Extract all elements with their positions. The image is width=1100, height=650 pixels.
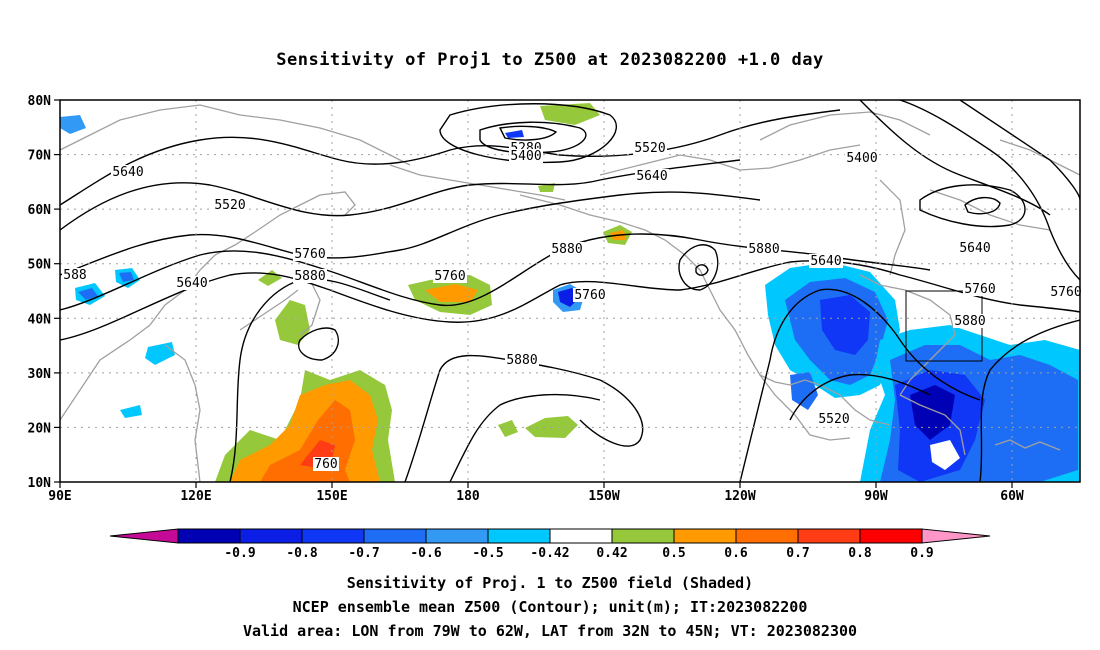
colorbar-swatch [673,528,737,544]
contour-label: 5760 [1050,285,1081,300]
colorbar-end-high [921,528,991,544]
contour-label: 5760 [964,282,995,297]
colorbar-swatch [549,528,613,544]
colorbar-label: -0.42 [530,546,569,560]
contour-label-bg [313,457,339,471]
contour-label-bg [633,141,667,155]
contour-label: 5400 [510,149,541,164]
contour-label: 5760 [434,269,465,284]
contour-label-bg [809,254,843,268]
colorbar-swatch [611,528,675,544]
colorbar-label: -0.6 [410,546,441,560]
caption-line-2: NCEP ensemble mean Z500 (Contour); unit(… [292,598,808,616]
contour-label-bg [62,268,88,282]
shaded-field [60,103,1080,482]
contour-label-bg [573,288,607,302]
contour-label: 5640 [112,165,143,180]
contour-label-bg [817,412,851,426]
caption-line-1: Sensitivity of Proj. 1 to Z500 field (Sh… [346,574,754,592]
contour-label: 5640 [176,276,207,291]
contour-label-bg [111,165,145,179]
colorbar-label: 0.9 [910,546,933,560]
contour-label-bg [433,269,467,283]
lon-label: 120E [180,489,211,504]
colorbar-swatch [239,528,303,544]
contour-label-bg [1049,285,1083,299]
map-title: Sensitivity of Proj1 to Z500 at 20230822… [276,50,824,70]
contour-label: 5640 [959,241,990,256]
contour-label: 5760 [294,247,325,262]
contour-label: 760 [314,457,337,472]
colorbar-label: -0.9 [224,546,255,560]
colorbar-label: -0.8 [286,546,317,560]
contour-label-bg [509,149,543,163]
contour-label-bg [963,282,997,296]
contour-label-bg [175,276,209,290]
contour-label: 5640 [636,169,667,184]
lon-label: 150E [316,489,347,504]
colorbar-label: 0.7 [786,546,809,560]
contour-label-bg [505,353,539,367]
colorbar-swatch [425,528,489,544]
lat-label: 60N [28,203,52,218]
contour-label: 5520 [818,412,849,427]
contour-label: 5400 [846,151,877,166]
colorbar-label: -0.5 [472,546,503,560]
contour-label-bg [293,247,327,261]
contour-label-bg [635,169,669,183]
caption-line-3: Valid area: LON from 79W to 62W, LAT fro… [242,622,858,640]
axis-ticks [54,99,1013,488]
z500-contours [60,100,1080,482]
lat-axis-labels: 80N 70N 60N 50N 40N 30N 20N 10N [28,94,52,491]
colorbar-label: 0.42 [596,546,627,560]
contour-labels: 5280540055205400564055205640576058805640… [62,141,1083,472]
lon-label: 90W [864,489,888,504]
contour-label-bg [958,241,992,255]
lon-label: 180 [456,489,480,504]
colorbar-label: 0.5 [662,546,685,560]
sensitivity-map: 5280540055205400564055205640576058805640… [28,94,1083,560]
lat-label: 50N [28,258,52,273]
colorbar-label: 0.6 [724,546,748,560]
contour-label: 5640 [810,254,841,269]
contour-label-bg [213,198,247,212]
colorbar-end-low [109,528,179,544]
contour-label: 588 [63,268,86,283]
contour-label-bg [845,151,879,165]
lat-label: 40N [28,312,52,327]
contour-label-bg [747,242,781,256]
contour-label: 5880 [506,353,537,368]
contour-label-bg [550,242,584,256]
lon-label: 90E [48,489,71,504]
lon-label: 60W [1000,489,1024,504]
colorbar-swatch [735,528,799,544]
lon-axis-labels: 90E 120E 150E 180 150W 120W 90W 60W [48,489,1024,504]
map-frame [59,99,1081,483]
contour-label-bg [953,314,987,328]
lon-label: 120W [724,489,755,504]
lat-label: 30N [28,367,52,382]
colorbar-swatch [859,528,923,544]
contour-label: 5880 [551,242,582,257]
lat-label: 80N [28,94,52,109]
contour-label: 5880 [954,314,985,329]
lon-label: 150W [588,489,619,504]
contour-label: 5760 [574,288,605,303]
contour-label-bg [293,269,327,283]
colorbar-swatch [363,528,427,544]
colorbar-label: 0.8 [848,546,872,560]
contour-label: 5520 [634,141,665,156]
colorbar-label: -0.7 [348,546,379,560]
colorbar-swatch [301,528,365,544]
contour-label: 5520 [214,198,245,213]
lat-label: 70N [28,149,52,164]
colorbar-swatch [487,528,551,544]
colorbar-swatch [177,528,241,544]
contour-label: 5880 [748,242,779,257]
colorbar-swatch [797,528,861,544]
lat-label: 20N [28,421,52,436]
colorbar: -0.9 -0.8 -0.7 -0.6 -0.5 -0.42 0.42 0.5 0.6 0.7 0.… [109,528,991,560]
lat-label: 10N [28,476,52,491]
contour-label: 5880 [294,269,325,284]
